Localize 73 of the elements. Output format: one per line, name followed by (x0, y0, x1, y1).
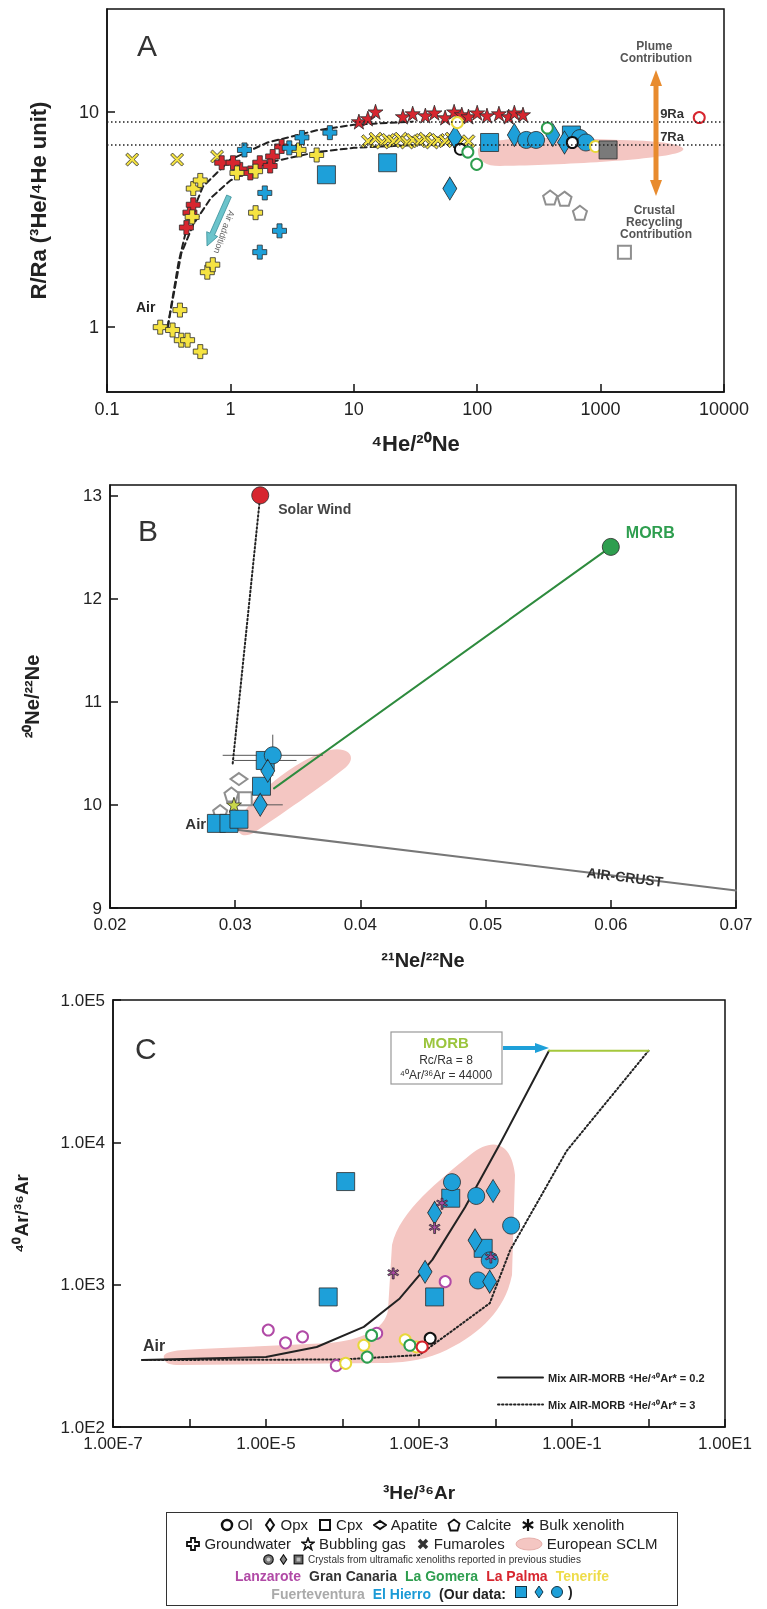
text: La Palma (486, 1567, 548, 1584)
x-tick-label: 10000 (698, 399, 750, 419)
annotation: B (138, 513, 159, 547)
text: Fumaroles (433, 1534, 505, 1553)
text: Ol (237, 1516, 253, 1534)
text: Tenerife (555, 1567, 610, 1584)
y-axis-title: ²⁰Ne/²²Ne (21, 654, 43, 739)
x-tick-label: 1.00E-7 (83, 1434, 143, 1453)
x-tick-label: 1 (225, 399, 236, 419)
text: Apatite (390, 1516, 438, 1534)
x-axis-title: ³He/³⁶Ar (382, 1482, 456, 1503)
x-tick-label: 0.05 (469, 915, 503, 934)
text: Groundwater (204, 1534, 292, 1553)
annotation: ⁴⁰Ar/³⁶Ar = 44000 (399, 1068, 493, 1082)
text: (Our data: (439, 1585, 506, 1602)
y-tick-label: 1.0E3 (60, 1275, 105, 1295)
annotation: A (137, 28, 158, 62)
x-tick-label: 1.00E-3 (389, 1434, 449, 1453)
annotation: MORB (423, 1033, 470, 1051)
annotation: Air (185, 814, 207, 832)
y-tick-label: 10 (78, 101, 99, 122)
y-tick-label: 1.0E4 (60, 1132, 105, 1152)
text: Bubbling gas (319, 1534, 406, 1553)
x-tick-label: 0.06 (594, 915, 628, 934)
annotation: Rc/Ra = 8 (419, 1053, 474, 1067)
text: La Gomera (405, 1567, 479, 1584)
ref-line-label: 9Ra (660, 105, 685, 121)
y-tick-label: 9 (92, 898, 102, 918)
annotation: Air (142, 1336, 166, 1354)
text: Cpx (336, 1516, 363, 1534)
x-tick-label: 10 (343, 399, 364, 419)
text: Calcite (465, 1516, 512, 1534)
annotation: Air addition (211, 209, 237, 255)
x-tick-label: 0.03 (218, 915, 252, 934)
annotation: Air (135, 299, 156, 316)
y-tick-label: 11 (84, 692, 102, 712)
text: Lanzarote (234, 1567, 302, 1584)
text: El Hierro (372, 1585, 432, 1602)
x-tick-label: 1000 (580, 399, 621, 419)
x-tick-label: 0.02 (93, 915, 127, 934)
annotation: Plume Contribution (620, 39, 692, 65)
x-axis-title: ²¹Ne/²²Ne (381, 949, 465, 971)
text: Bulk xenolith (539, 1516, 625, 1534)
y-tick-label: 13 (83, 485, 102, 505)
annotation: Crustal Recycling Contribution (620, 203, 692, 241)
x-tick-label: 100 (462, 399, 493, 419)
x-tick-label: 0.1 (94, 399, 120, 419)
text: Crystals from ultramafic xenoliths reported in previous studies (308, 1553, 581, 1566)
legend-label: Mix AIR-MORB ⁴He/⁴⁰Ar* = 3 (548, 1398, 696, 1411)
text: ) (567, 1583, 573, 1600)
x-tick-label: 1.00E-1 (542, 1434, 602, 1453)
y-axis-title: ⁴⁰Ar/³⁶Ar (11, 1173, 32, 1253)
y-tick-label: 1.0E2 (60, 1417, 105, 1437)
annotation: AIR-CRUST (585, 864, 665, 890)
y-tick-label: 10 (83, 795, 102, 815)
annotation: Solar Wind (278, 501, 352, 518)
annotation: MORB (625, 524, 675, 542)
y-tick-label: 12 (83, 588, 102, 608)
text: Gran Canaria (309, 1567, 397, 1584)
y-tick-label: 1 (88, 317, 99, 338)
text: European SCLM (546, 1534, 658, 1553)
x-axis-title: ⁴He/²⁰Ne (371, 430, 460, 456)
y-tick-label: 1.0E5 (60, 990, 105, 1010)
y-axis-title: R/Ra (³He/⁴He unit) (25, 101, 51, 300)
text: Opx (280, 1516, 309, 1534)
x-tick-label: 0.07 (719, 915, 753, 934)
x-tick-label: 1.00E1 (698, 1434, 752, 1453)
text: Fuerteventura (271, 1585, 365, 1602)
x-tick-label: 0.04 (343, 915, 377, 934)
legend-label: Mix AIR-MORB ⁴He/⁴⁰Ar* = 0.2 (548, 1371, 705, 1384)
x-tick-label: 1.00E-5 (236, 1434, 296, 1453)
ref-line-label: 7Ra (660, 129, 685, 145)
annotation: C (135, 1031, 157, 1065)
